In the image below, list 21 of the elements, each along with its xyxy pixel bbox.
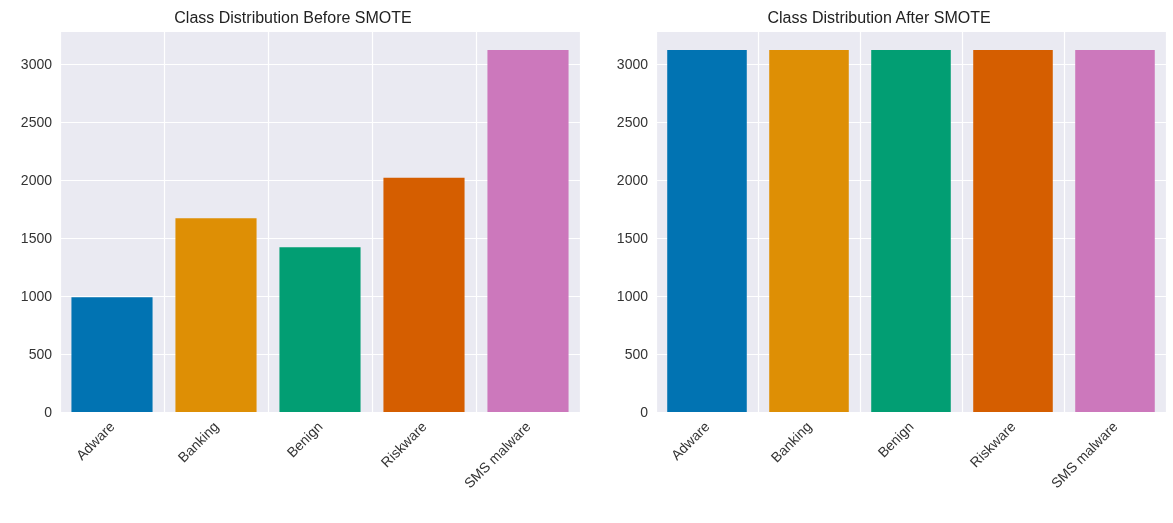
bar xyxy=(71,297,153,412)
bar xyxy=(487,50,569,412)
y-tick-label: 2500 xyxy=(20,114,53,131)
y-tick-label: 500 xyxy=(624,346,649,362)
y-tick-label: 1000 xyxy=(20,288,53,304)
y-tick-label: 3000 xyxy=(616,56,649,73)
y-tick-label: 1500 xyxy=(616,230,649,247)
y-tick-label: 2000 xyxy=(20,172,53,189)
bar xyxy=(279,247,361,412)
y-tick-label: 3000 xyxy=(20,56,53,73)
y-tick-label: 2500 xyxy=(616,114,649,131)
chart-title: Class Distribution After SMOTE xyxy=(767,8,991,26)
y-tick-label: 0 xyxy=(640,404,649,420)
y-tick-label: 1000 xyxy=(616,288,649,304)
chart-title: Class Distribution Before SMOTE xyxy=(174,8,412,26)
y-tick-label: 0 xyxy=(44,404,53,420)
y-tick-label: 2000 xyxy=(616,172,649,189)
bar xyxy=(175,218,257,412)
y-tick-label: 1500 xyxy=(20,230,53,247)
y-tick-label: 500 xyxy=(28,346,53,362)
bar xyxy=(383,177,465,412)
